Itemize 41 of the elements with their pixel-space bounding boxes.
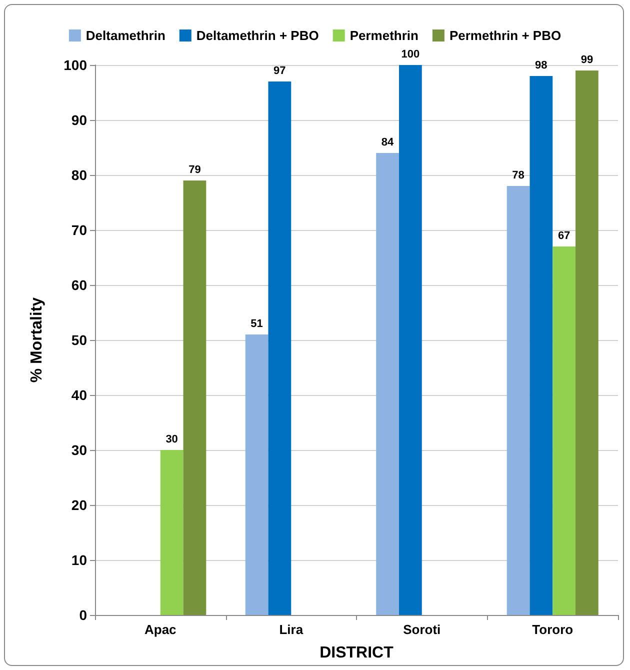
legend-label: Deltamethrin + PBO <box>196 28 319 43</box>
data-label: 99 <box>580 54 594 66</box>
bar <box>183 180 206 615</box>
x-tick-label: Tororo <box>532 622 574 637</box>
legend-label: Permethrin + PBO <box>449 28 562 43</box>
bar <box>576 70 598 615</box>
data-label: 98 <box>535 60 548 72</box>
x-tick-label: Apac <box>144 622 176 637</box>
y-tick-label: 50 <box>71 332 88 348</box>
bar <box>398 65 422 615</box>
y-tick-label: 70 <box>71 222 88 238</box>
data-label: 51 <box>250 318 263 330</box>
legend-label: Permethrin <box>350 28 419 43</box>
x-tick-label: Lira <box>279 622 304 637</box>
bar <box>530 76 553 615</box>
data-label: 67 <box>558 230 570 242</box>
y-tick-label: 30 <box>71 442 88 458</box>
bar <box>376 153 399 615</box>
data-label: 30 <box>166 434 178 446</box>
y-axis-title: % Mortality <box>28 297 46 383</box>
bar <box>268 82 292 615</box>
y-tick-label: 90 <box>71 112 88 128</box>
y-tick-label: 100 <box>64 57 88 73</box>
y-tick-label: 80 <box>71 167 88 183</box>
data-label: 84 <box>381 136 395 148</box>
data-label: 97 <box>274 65 286 77</box>
x-tick-label: Soroti <box>403 622 441 637</box>
y-tick-label: 20 <box>71 497 88 513</box>
data-label: 79 <box>188 164 201 176</box>
y-tick-label: 0 <box>79 607 88 623</box>
legend-label: Deltamethrin <box>86 28 166 43</box>
data-label: 78 <box>512 170 524 182</box>
bar <box>552 246 576 615</box>
bar <box>245 334 268 615</box>
data-label: 100 <box>401 48 420 60</box>
y-tick-label: 10 <box>71 552 88 568</box>
x-axis-title: DISTRICT <box>320 644 394 662</box>
y-tick-label: 60 <box>71 277 88 293</box>
y-tick-label: 40 <box>71 387 88 403</box>
bar <box>160 450 184 615</box>
bar <box>506 186 530 615</box>
